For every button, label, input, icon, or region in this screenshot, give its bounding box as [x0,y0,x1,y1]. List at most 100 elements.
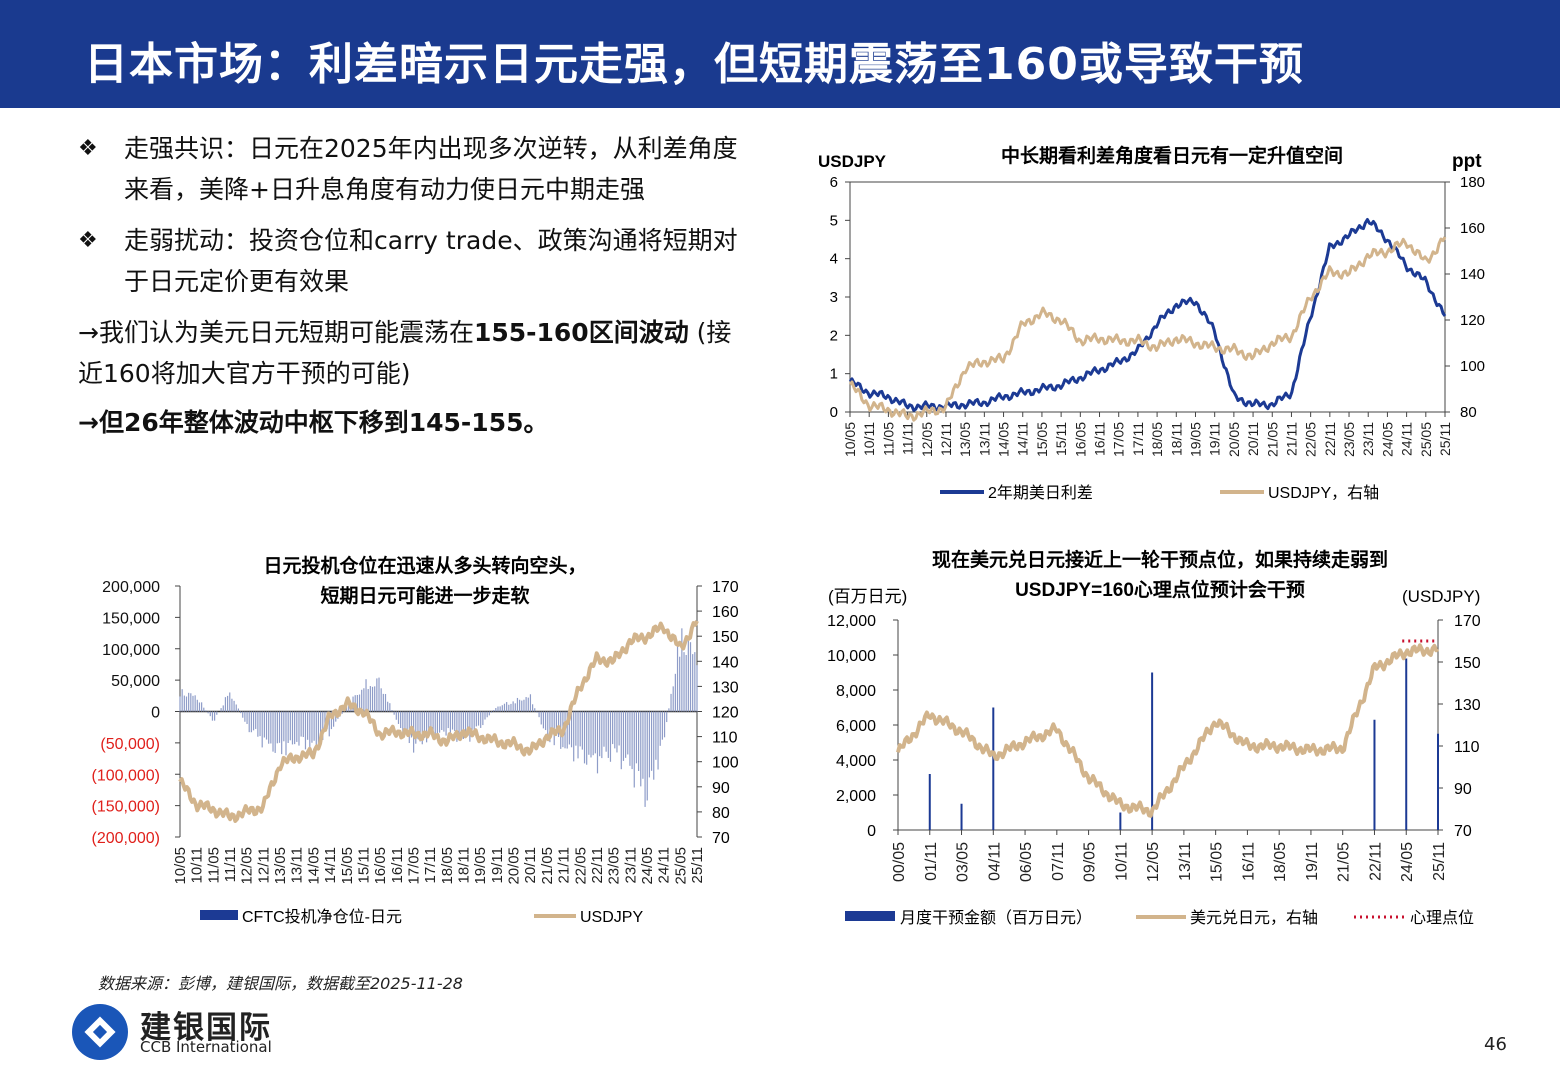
position-bar [281,711,283,755]
x-tick-label: 24/11 [656,847,673,883]
position-bar [302,711,304,738]
diamond-bullet-icon: ❖ [78,228,98,253]
x-tick-label: 25/11 [689,847,706,883]
position-bar [332,711,335,727]
x-tick-label: 06/05 [1018,842,1035,882]
x-tick-label: 21/11 [556,847,573,883]
legend-label: 美元兑日元，右轴 [1190,909,1318,927]
position-bar [244,711,246,722]
y-tick-label: 4 [830,251,838,268]
x-tick-label: 11/11 [222,847,239,882]
position-bar [557,711,560,738]
x-tick-label: 13/11 [976,422,992,456]
position-bar [356,695,358,712]
position-bar [237,708,240,712]
position-bar [627,711,629,755]
x-tick-label: 23/11 [622,847,639,883]
y2-tick-label: 70 [1454,823,1472,840]
x-tick-label: 15/11 [355,847,372,883]
intervention-bar [928,774,931,830]
position-bar [196,699,198,712]
chart-title: 日元投机仓位在迅速从多头转向空头， [263,554,586,577]
right-axis-label: ppt [1452,151,1482,172]
position-bar [438,711,441,733]
position-bar [198,702,201,712]
legend-swatch [845,911,895,921]
position-bar [516,697,519,712]
position-bar [464,711,467,737]
position-bar [194,695,196,712]
conclusion-1: →我们认为美元日元短期可能震荡在155-160区间波动 (接近160将加大官方干… [78,312,738,394]
x-tick-label: 10/11 [1113,842,1130,881]
position-bar [183,695,185,712]
y-tick-label: 50,000 [111,673,160,690]
position-bar [531,704,534,712]
y2-tick-label: 150 [1454,655,1481,672]
position-bar [255,711,257,729]
x-tick-label: 11/11 [900,422,916,455]
y2-tick-label: 80 [1460,404,1477,421]
position-bar [397,711,400,724]
position-bar [590,711,592,758]
position-bar [599,711,601,757]
bullet-text-2: 走弱扰动：投资仓位和carry trade、政策沟通将短期对于日元定价更有效果 [124,226,738,296]
position-bar [661,711,663,740]
y2-tick-label: 120 [712,705,739,722]
position-bar [586,711,588,765]
position-bar [551,711,553,735]
x-tick-label: 12/05 [919,422,935,457]
x-tick-label: 22/05 [572,847,589,885]
x-tick-label: 25/11 [1431,842,1448,881]
position-bar [205,710,207,712]
position-bar [456,711,458,742]
position-bar [274,711,276,753]
position-bar [211,711,214,721]
x-tick-label: 18/05 [439,847,456,885]
ccbi-logo: 建银国际 CCB International [70,1000,330,1064]
x-tick-label: 11/05 [880,422,896,456]
x-tick-label: 00/05 [891,842,908,882]
position-bar [663,711,666,738]
legend-label: USDJPY，右轴 [1268,484,1379,502]
position-bar [231,698,233,712]
position-bar [499,706,501,712]
position-bar [307,711,309,740]
x-tick-label: 12/05 [239,847,256,885]
chart-rate-diff: 中长期看利差角度看日元有一定升值空间 USDJPY ppt 0 1 2 3 4 5 6 80 100 1… [818,144,1485,502]
position-bar [616,711,618,753]
position-bar [289,711,291,741]
position-bar [503,703,506,712]
position-bar [625,711,627,758]
position-bar [317,711,320,747]
position-bar [261,711,263,748]
position-bar [596,711,599,774]
y2-tick-label: 100 [712,755,739,772]
position-bar [252,711,255,731]
position-bar [361,689,363,712]
intervention-bar [1151,672,1154,830]
position-bar [642,711,644,779]
position-bar [201,702,203,712]
position-bar [402,711,404,734]
position-bar [653,711,655,780]
x-tick-label: 21/11 [1283,422,1299,456]
page-number: 46 [1484,1034,1507,1055]
x-tick-label: 22/05 [1303,422,1319,457]
position-bar [395,711,397,720]
y2-tick-label: 170 [1454,613,1481,630]
position-bar [181,689,183,712]
position-bar [365,679,367,712]
position-bar [358,694,361,712]
x-tick-label: 12/11 [255,847,272,883]
position-bar [371,686,374,712]
x-tick-label: 14/05 [305,847,322,885]
position-bar [345,706,348,712]
position-bar [298,711,300,746]
x-tick-label: 24/11 [1399,422,1415,456]
position-bar [389,703,391,712]
y2-tick-label: 160 [712,604,739,621]
intervention-bar [1437,733,1439,830]
position-bar [529,694,532,712]
x-tick-label: 14/11 [322,847,339,883]
position-bar [568,711,570,745]
